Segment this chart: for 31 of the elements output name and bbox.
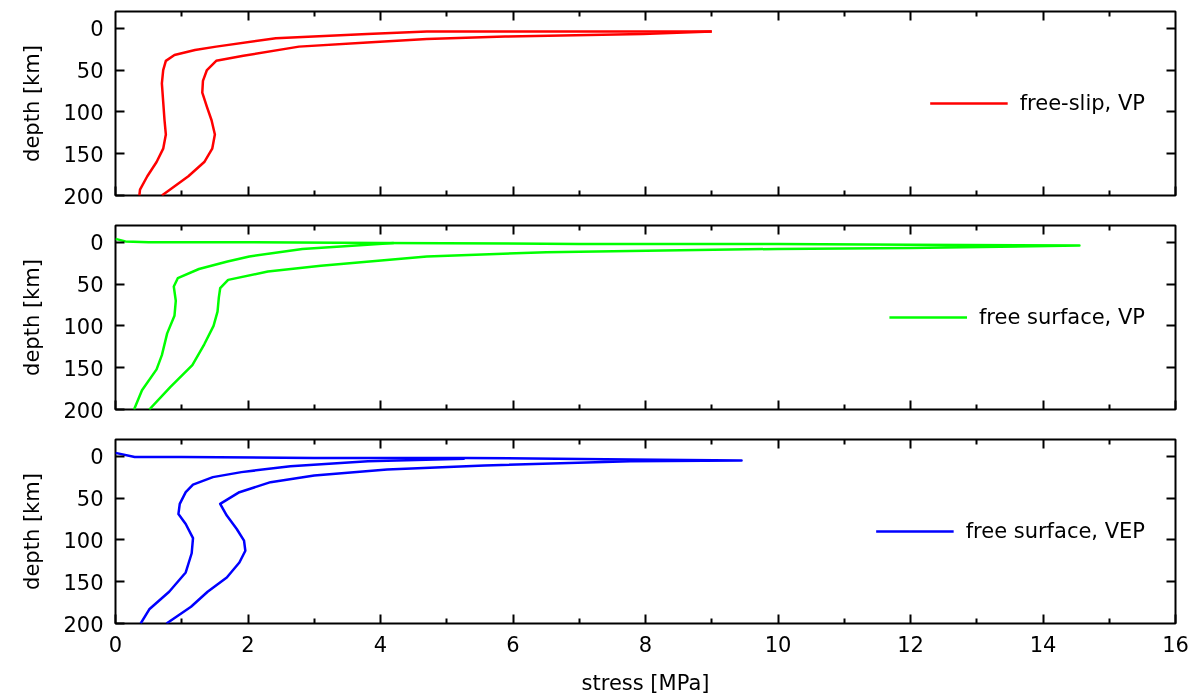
- x-tick-label: 0: [108, 632, 123, 657]
- x-axis-title: stress [MPa]: [581, 670, 710, 693]
- legend-label: free surface, VP: [978, 305, 1145, 329]
- x-tick-label: 4: [373, 632, 388, 657]
- x-tick-label: 8: [638, 632, 653, 657]
- legend-label: free surface, VEP: [965, 519, 1145, 543]
- y-tick-label: 0: [90, 17, 104, 42]
- x-tick-label: 6: [506, 632, 520, 657]
- y-tick-label: 0: [90, 231, 104, 256]
- y-tick-label: 50: [76, 59, 104, 84]
- x-tick-label: 16: [1162, 632, 1189, 657]
- y-axis-title: depth [km]: [20, 473, 45, 590]
- y-tick-label: 100: [63, 528, 104, 553]
- x-tick-label: 2: [241, 632, 255, 657]
- y-tick-label: 50: [76, 487, 104, 512]
- y-tick-label: 50: [76, 273, 104, 298]
- x-tick-label: 14: [1029, 632, 1057, 657]
- x-tick-label: 10: [764, 632, 792, 657]
- y-tick-label: 200: [63, 184, 104, 209]
- y-axis-title: depth [km]: [20, 45, 45, 162]
- y-tick-label: 150: [63, 356, 104, 381]
- x-tick-label: 12: [897, 632, 924, 657]
- y-tick-label: 150: [63, 142, 104, 167]
- legend-label: free-slip, VP: [1019, 91, 1145, 115]
- y-tick-label: 0: [90, 445, 104, 470]
- y-tick-label: 200: [63, 612, 104, 637]
- y-tick-label: 100: [63, 100, 104, 125]
- y-tick-label: 100: [63, 314, 104, 339]
- y-tick-label: 200: [63, 398, 104, 423]
- y-tick-label: 150: [63, 570, 104, 595]
- y-axis-title: depth [km]: [20, 259, 45, 376]
